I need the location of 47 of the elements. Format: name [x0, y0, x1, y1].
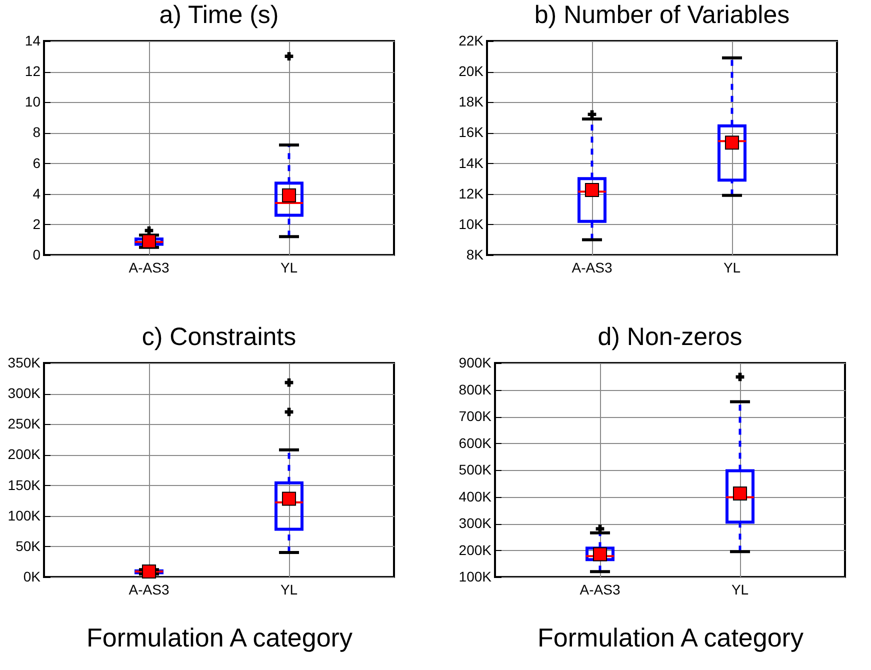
y-tick-label: 50K	[16, 538, 42, 554]
x-axis-title: Formulation A category	[86, 622, 352, 652]
x-tick-label: YL	[280, 260, 298, 276]
y-tick-label: 14	[24, 32, 41, 48]
y-tick-label: 10	[24, 94, 41, 110]
y-tick-label: 300K	[458, 515, 492, 531]
chart-title: c) Constraints	[142, 323, 296, 351]
y-tick-label: 350K	[8, 354, 42, 370]
y-tick-label: 0	[32, 246, 41, 262]
y-tick-label: 22K	[458, 32, 484, 48]
y-tick-label: 12K	[458, 185, 484, 202]
y-tick-label: 4	[32, 185, 41, 202]
y-tick-label: 20K	[458, 63, 484, 80]
x-axis-title: Formulation A category	[538, 622, 804, 652]
y-tick-label: 200K	[458, 542, 492, 558]
y-tick-label: 16K	[458, 124, 484, 140]
y-tick-label: 2	[32, 216, 41, 232]
y-tick-label: 300K	[8, 385, 42, 402]
y-tick-label: 18K	[458, 94, 484, 110]
y-tick-label: 8K	[466, 246, 484, 262]
x-tick-label: YL	[280, 582, 298, 598]
y-tick-label: 400K	[458, 488, 492, 504]
y-tick-label: 800K	[458, 381, 492, 398]
x-tick-label: YL	[723, 260, 741, 276]
y-tick-label: 100K	[8, 507, 42, 524]
y-tick-label: 250K	[8, 416, 42, 432]
x-tick-label: YL	[731, 582, 749, 598]
y-tick-label: 12	[24, 63, 41, 80]
chart-title: a) Time (s)	[159, 1, 279, 29]
y-tick-label: 100K	[458, 568, 492, 584]
y-tick-label: 900K	[458, 354, 492, 370]
y-tick-label: 6	[32, 154, 41, 171]
chart-title: b) Number of Variables	[534, 1, 790, 29]
y-tick-label: 500K	[458, 462, 492, 478]
x-tick-label: A-AS3	[580, 582, 620, 598]
x-tick-label: A-AS3	[572, 260, 612, 276]
y-tick-label: 10K	[458, 216, 484, 232]
y-tick-label: 0K	[23, 568, 42, 584]
y-tick-label: 700K	[458, 408, 492, 424]
y-tick-label: 150K	[8, 476, 42, 493]
y-tick-label: 600K	[458, 434, 492, 451]
y-tick-label: 8	[32, 124, 41, 140]
y-tick-label: 14K	[458, 154, 484, 171]
x-tick-label: A-AS3	[128, 260, 170, 276]
x-tick-label: A-AS3	[128, 582, 170, 598]
chart-title: d) Non-zeros	[598, 323, 742, 351]
y-tick-label: 200K	[8, 446, 42, 462]
